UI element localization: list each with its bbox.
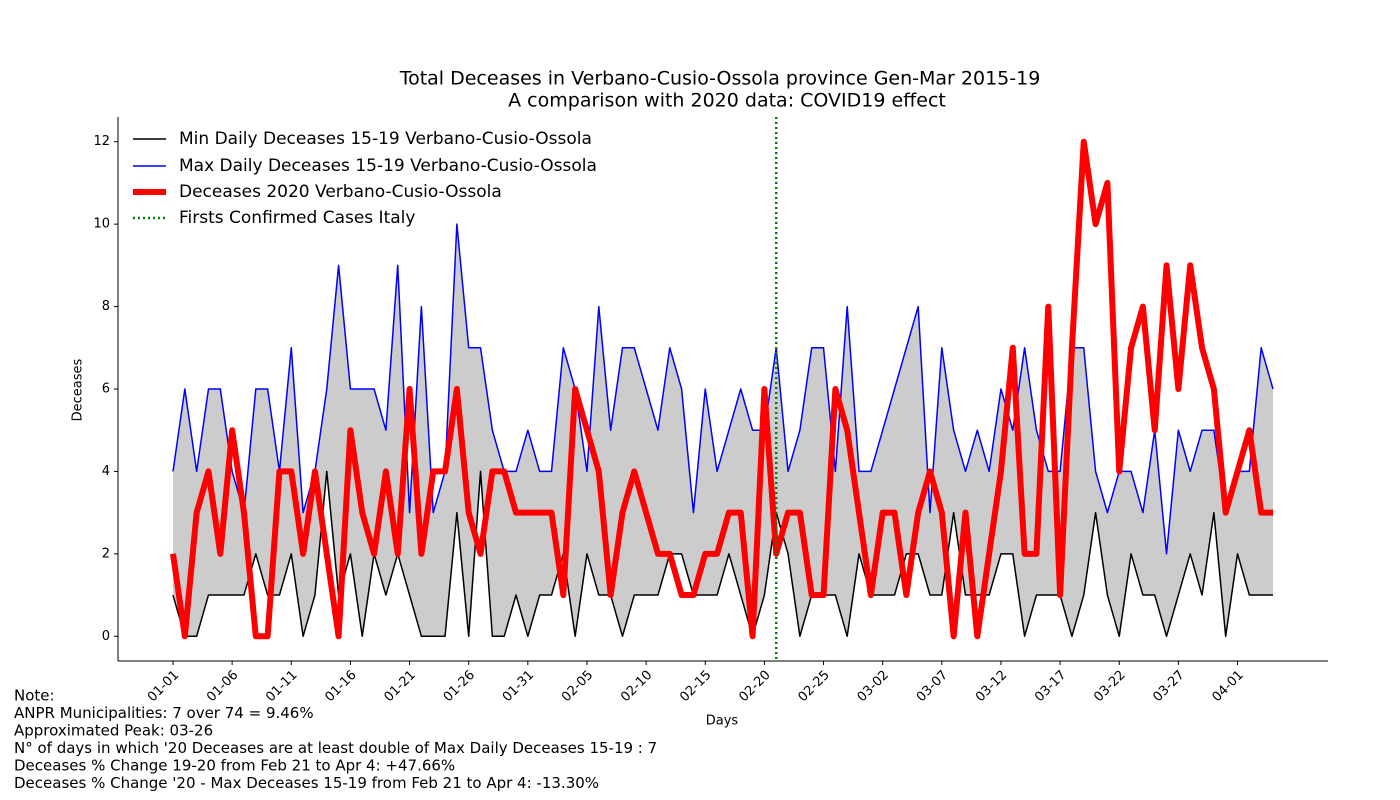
x-tick-label: 02-25 (796, 668, 833, 705)
x-tick-label: 01-11 (263, 668, 300, 705)
series-line (172, 223, 1274, 555)
x-tick-label: 01-21 (382, 668, 419, 705)
y-tick-label: 4 (102, 464, 110, 479)
chart-subtitle: A comparison with 2020 data: COVID19 eff… (508, 90, 946, 112)
series-line (172, 470, 1273, 638)
y-tick-label: 2 (102, 546, 110, 561)
legend-label: Max Daily Deceases 15-19 Verbano-Cusio-O… (179, 156, 597, 176)
note-line: Deceases % Change '20 - Max Deceases 15-… (14, 774, 599, 792)
legend-label: Deceases 2020 Verbano-Cusio-Ossola (179, 182, 502, 202)
x-tick-label: 04-01 (1209, 668, 1246, 705)
legend-label: Firsts Confirmed Cases Italy (179, 208, 415, 228)
x-tick-label: 02-10 (618, 668, 655, 705)
x-tick-label: 03-17 (1032, 668, 1069, 705)
note-line: ANPR Municipalities: 7 over 74 = 9.46% (14, 704, 314, 722)
x-tick-label: 02-20 (736, 668, 773, 705)
y-tick-label: 6 (102, 382, 110, 397)
x-tick-label: 03-02 (855, 668, 892, 705)
y-axis-label: Deceases (71, 358, 86, 421)
x-tick-label: 01-31 (500, 668, 537, 705)
y-tick-label: 10 (93, 217, 110, 232)
range-band (173, 224, 1273, 637)
x-tick-label: 01-16 (322, 668, 359, 705)
note-line: Note: (14, 687, 55, 705)
x-axis-label: Days (706, 714, 739, 729)
y-tick-label: 0 (102, 629, 110, 644)
y-tick-label: 8 (102, 299, 110, 314)
series-line (170, 138, 1273, 640)
x-tick-label: 01-06 (204, 668, 241, 705)
x-tick-label: 01-01 (145, 668, 182, 705)
x-tick-label: 01-26 (441, 668, 478, 705)
legend-label: Min Daily Deceases 15-19 Verbano-Cusio-O… (179, 129, 592, 149)
x-tick-label: 03-12 (973, 668, 1010, 705)
x-tick-label: 03-07 (914, 668, 951, 705)
x-tick-label: 02-05 (559, 668, 596, 705)
note-line: Deceases % Change 19-20 from Feb 21 to A… (14, 757, 455, 775)
chart-title: Total Deceases in Verbano-Cusio-Ossola p… (399, 68, 1041, 90)
y-tick-label: 12 (93, 134, 110, 149)
x-tick-label: 02-15 (677, 668, 714, 705)
note-line: Approximated Peak: 03-26 (14, 722, 213, 740)
x-tick-label: 03-22 (1091, 668, 1128, 705)
note-line: N° of days in which '20 Deceases are at … (14, 739, 657, 757)
x-tick-label: 03-27 (1150, 668, 1187, 705)
